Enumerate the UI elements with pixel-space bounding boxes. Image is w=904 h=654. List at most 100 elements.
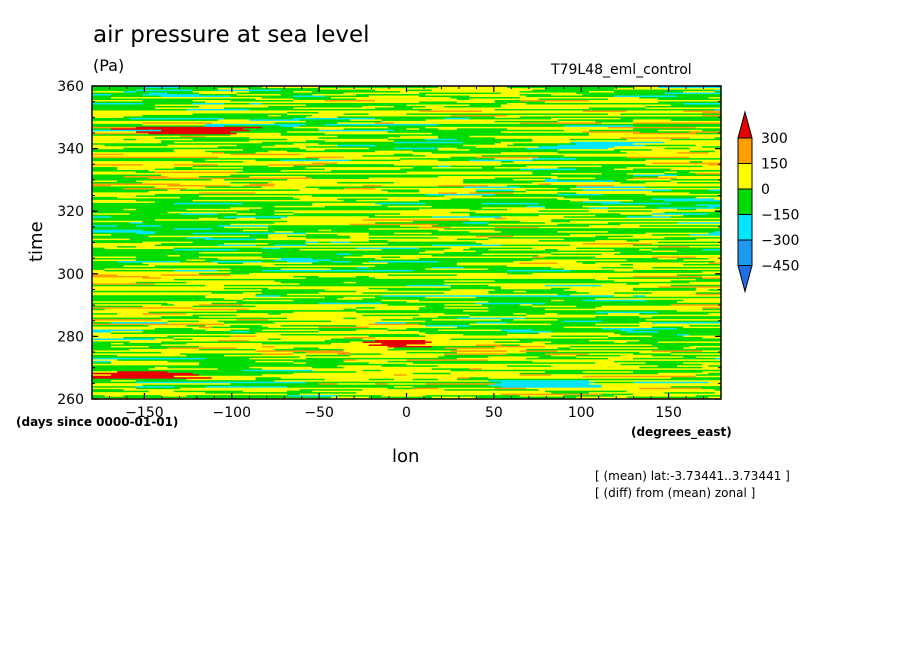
field-cell <box>437 86 508 89</box>
averaging-note: [ (mean) lat:-3.73441..3.73441 ] <box>595 469 790 483</box>
field-cell <box>632 328 684 332</box>
field-cell <box>551 194 577 197</box>
field-cell <box>475 118 521 121</box>
field-cell <box>475 343 502 346</box>
field-cell <box>173 396 206 399</box>
field-cell <box>450 285 502 288</box>
field-cell <box>513 255 533 258</box>
field-cell <box>356 215 370 218</box>
field-cell <box>519 167 577 171</box>
field-cell <box>708 188 721 191</box>
field-cell <box>526 317 559 320</box>
field-cell <box>664 224 721 227</box>
field-cell <box>588 272 653 275</box>
field-cell <box>425 105 445 108</box>
field-cell <box>205 214 269 217</box>
field-cell <box>242 291 263 294</box>
field-cell <box>167 346 238 349</box>
field-cell <box>588 339 640 342</box>
field-cell <box>507 86 527 89</box>
field-cell <box>519 376 540 379</box>
field-cell <box>576 88 609 92</box>
field-cell <box>249 102 263 105</box>
field-cell <box>92 345 112 348</box>
field-cell <box>406 124 433 127</box>
field-cell <box>180 287 200 290</box>
field-cell <box>456 133 521 136</box>
field-cell <box>651 212 710 215</box>
field-cell <box>475 378 533 381</box>
field-cell <box>463 266 521 269</box>
field-cell <box>167 215 181 218</box>
field-cell <box>695 288 710 291</box>
field-cell <box>349 251 420 254</box>
field-cell <box>683 267 721 270</box>
field-cell <box>576 305 603 308</box>
field-cell <box>626 215 640 218</box>
field-cell <box>437 223 452 226</box>
field-cell <box>526 314 590 317</box>
field-cell <box>305 227 370 230</box>
field-cell <box>293 312 357 315</box>
field-cell <box>702 129 721 132</box>
field-cell <box>456 317 502 320</box>
field-cell <box>161 115 219 118</box>
field-cell <box>519 267 565 270</box>
field-cell <box>513 328 533 332</box>
field-cell <box>136 136 156 139</box>
field-cell <box>557 151 603 154</box>
field-cell <box>456 97 470 101</box>
field-cell <box>198 105 269 108</box>
field-cell <box>393 181 439 184</box>
field-cell <box>393 153 414 156</box>
field-cell <box>651 291 697 294</box>
field-cell <box>349 252 382 256</box>
field-cell <box>658 257 678 260</box>
field-cell <box>557 203 596 206</box>
field-cell <box>450 394 521 397</box>
field-cell <box>381 369 452 372</box>
field-cell <box>268 165 294 168</box>
field-cell <box>261 388 301 391</box>
field-cell <box>349 159 376 162</box>
field-cell <box>142 123 206 126</box>
field-cell <box>318 200 357 203</box>
field-cell <box>544 248 559 251</box>
field-cell <box>154 170 206 174</box>
field-cell <box>419 235 439 238</box>
field-cell <box>544 308 577 311</box>
field-cell <box>444 276 458 279</box>
field-cell <box>557 153 603 156</box>
field-cell <box>224 354 257 357</box>
field-cell <box>104 172 175 175</box>
field-cell <box>205 185 263 188</box>
field-cell <box>670 202 721 205</box>
field-cell <box>702 270 721 273</box>
field-cell <box>607 276 653 279</box>
field-cell <box>293 285 307 288</box>
field-cell <box>588 275 615 278</box>
field-cell <box>305 103 338 106</box>
field-cell <box>236 200 282 203</box>
field-cell <box>286 293 307 296</box>
field-cell <box>444 312 515 315</box>
field-cell <box>614 366 640 369</box>
field-cell <box>104 166 118 169</box>
field-cell <box>217 212 238 215</box>
field-cell <box>92 308 106 311</box>
field-cell <box>274 279 345 282</box>
field-cell <box>205 124 225 127</box>
field-cell <box>614 87 665 90</box>
field-cell <box>280 351 294 354</box>
field-cell <box>312 257 376 260</box>
field-cell <box>129 202 150 205</box>
field-cell <box>456 348 527 351</box>
field-cell <box>557 232 590 235</box>
field-cell <box>714 157 721 160</box>
field-cell <box>658 330 721 333</box>
field-cell <box>173 148 244 151</box>
field-cell <box>198 363 244 366</box>
field-cell <box>695 178 721 181</box>
field-cell <box>538 97 609 101</box>
field-cell <box>375 264 420 267</box>
